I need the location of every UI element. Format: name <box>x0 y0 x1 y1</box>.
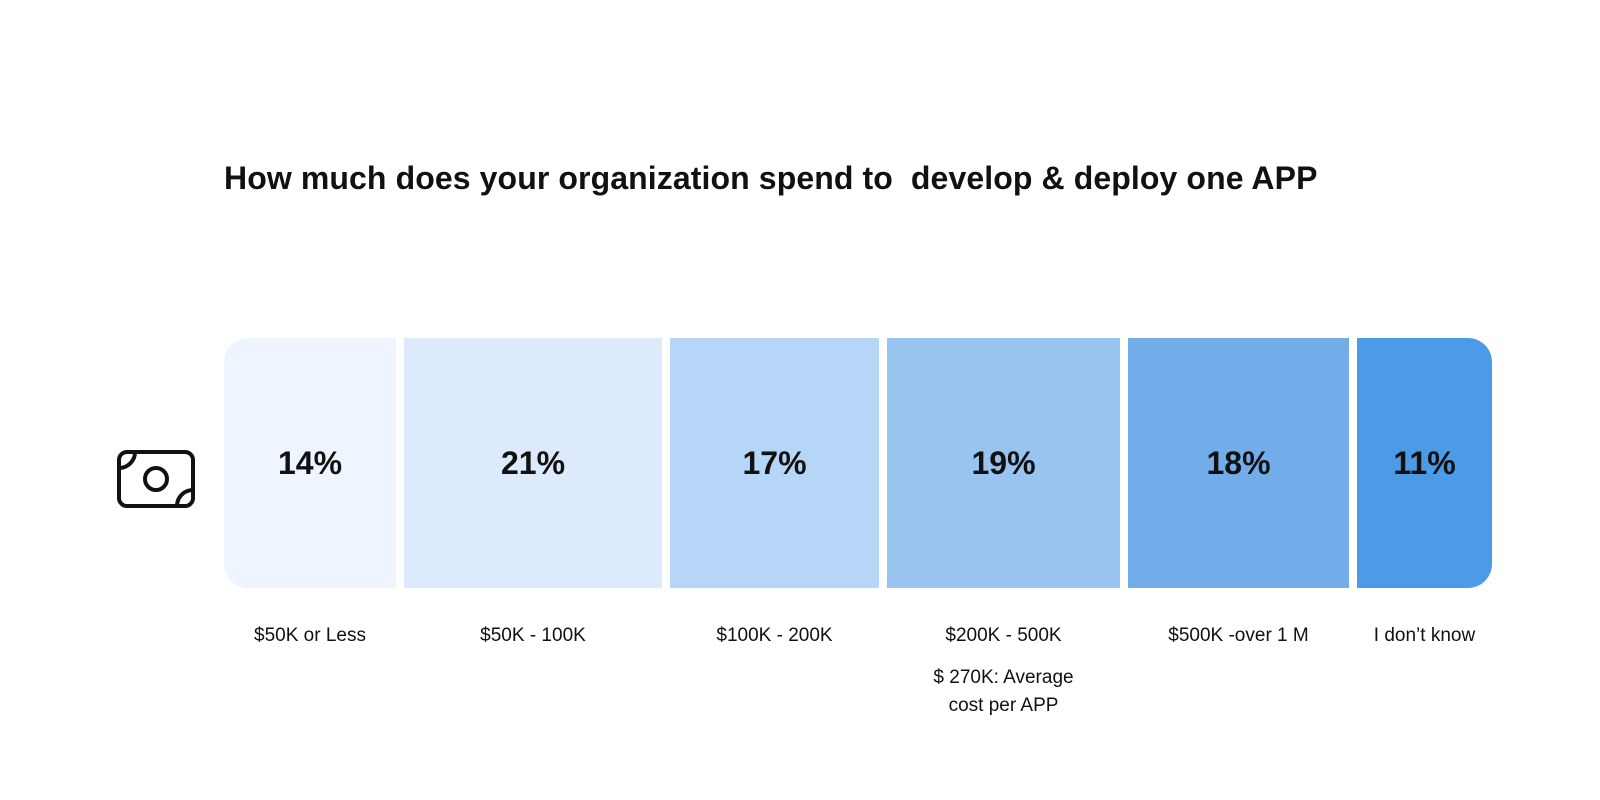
bar-segment: 14% <box>224 338 396 588</box>
bar-segment: 19% <box>887 338 1120 588</box>
value-label: 17% <box>742 444 807 481</box>
category-labels: $50K or Less $50K - 100K $100K - 200K $200K… <box>224 622 1492 720</box>
value-label: 14% <box>277 444 343 481</box>
category-label-text: $50K - 100K <box>480 625 586 646</box>
category-label: $50K - 100K <box>404 622 662 720</box>
category-label-text: $200K - 500K <box>945 625 1062 646</box>
category-label: $50K or Less <box>224 622 396 720</box>
money-bill-icon <box>117 450 195 508</box>
bar-segment: 18% <box>1128 338 1349 588</box>
bar-segment: 11% <box>1357 338 1492 588</box>
average-cost-annotation: $ 270K: Average cost per APP <box>933 667 1074 716</box>
category-label-text: $50K or Less <box>254 625 366 646</box>
category-label-text: I don’t know <box>1373 625 1476 646</box>
chart-title: How much does your organization spend to… <box>224 160 1318 196</box>
category-label: $200K - 500K $ 270K: Average cost per APP <box>887 622 1120 720</box>
category-label-text: $500K -over 1 M <box>1168 625 1309 646</box>
value-label: 19% <box>971 444 1036 481</box>
value-label: 18% <box>1206 444 1271 481</box>
value-label: 11% <box>1393 444 1456 481</box>
category-label: I don’t know <box>1357 622 1492 720</box>
category-label: $500K -over 1 M <box>1128 622 1349 720</box>
category-label-text: $100K - 200K <box>716 625 833 646</box>
value-label: 21% <box>500 444 566 481</box>
bar-segment: 17% <box>670 338 879 588</box>
bar-segment: 21% <box>404 338 662 588</box>
category-label: $100K - 200K <box>670 622 879 720</box>
stacked-bar: 14% 21% 17% 19% 18% 11% <box>224 338 1492 588</box>
